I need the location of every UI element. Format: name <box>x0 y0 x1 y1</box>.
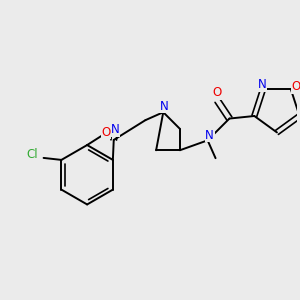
Text: O: O <box>291 80 300 93</box>
Text: Cl: Cl <box>26 148 38 161</box>
Text: O: O <box>212 86 221 99</box>
Text: N: N <box>160 100 169 113</box>
Text: N: N <box>205 129 214 142</box>
Text: O: O <box>101 126 111 139</box>
Text: N: N <box>111 123 120 136</box>
Text: N: N <box>258 78 266 91</box>
